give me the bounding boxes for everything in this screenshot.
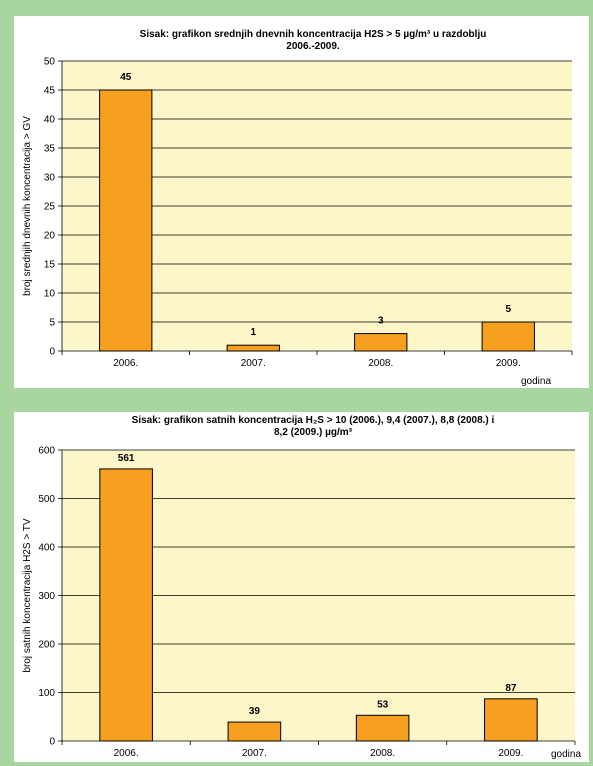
y-tick-label: 0 xyxy=(49,737,55,748)
y-tick-label: 25 xyxy=(44,202,56,213)
data-label: 561 xyxy=(118,453,135,464)
chart-panel-hourly: Sisak: grafikon satnih koncentracija H₂S… xyxy=(14,412,589,762)
x-axis-label: godina xyxy=(521,376,551,387)
y-tick-label: 45 xyxy=(44,86,56,97)
y-tick-label: 20 xyxy=(44,231,56,242)
y-tick-label: 35 xyxy=(44,144,56,155)
bar-2009 xyxy=(481,321,535,352)
data-label: 5 xyxy=(505,304,511,315)
y-tick-label: 40 xyxy=(44,115,56,126)
x-tick-label: 2008. xyxy=(370,748,395,759)
data-label: 39 xyxy=(249,706,261,717)
data-label: 3 xyxy=(378,316,384,327)
y-axis-label: broj srednjih dnevnih koncentracija > GV xyxy=(22,116,33,296)
y-tick-label: 10 xyxy=(44,289,56,300)
y-tick-label: 400 xyxy=(38,543,55,554)
chart-daily-concentrations: Sisak: grafikon srednjih dnevnih koncent… xyxy=(22,29,573,387)
y-tick-label: 5 xyxy=(49,318,55,329)
x-tick-label: 2006. xyxy=(114,748,139,759)
y-tick-label: 0 xyxy=(49,347,55,358)
x-tick-label: 2009. xyxy=(498,748,523,759)
data-label: 87 xyxy=(505,683,517,694)
y-tick-label: 500 xyxy=(38,494,55,505)
bar-2006 xyxy=(99,468,153,742)
data-label: 53 xyxy=(377,699,389,710)
x-tick-label: 2006. xyxy=(113,358,138,369)
x-tick-label: 2007. xyxy=(242,748,267,759)
bar-2009 xyxy=(484,698,538,742)
y-axis-label: broj satnih koncentracija H2S > TV xyxy=(22,518,33,672)
chart-panel-daily: Sisak: grafikon srednjih dnevnih koncent… xyxy=(14,16,589,388)
bar-2007 xyxy=(226,344,280,352)
y-tick-label: 100 xyxy=(38,688,55,699)
x-tick-label: 2008. xyxy=(368,358,393,369)
chart-title-line-2: 8,2 (2009.) µg/m³ xyxy=(274,427,353,438)
y-tick-label: 200 xyxy=(38,640,55,651)
x-axis-label: godina xyxy=(551,749,581,760)
chart-hourly-concentrations: Sisak: grafikon satnih koncentracija H₂S… xyxy=(22,415,581,760)
x-tick-label: 2007. xyxy=(241,358,266,369)
y-tick-label: 30 xyxy=(44,173,56,184)
y-tick-label: 300 xyxy=(38,591,55,602)
chart-title-line-1: Sisak: grafikon satnih koncentracija H₂S… xyxy=(132,415,495,426)
y-tick-label: 600 xyxy=(38,446,55,457)
x-tick-label: 2009. xyxy=(496,358,521,369)
bar-2007 xyxy=(227,721,282,742)
y-tick-label: 50 xyxy=(44,57,56,68)
data-label: 45 xyxy=(120,72,132,83)
bar-2006 xyxy=(99,89,153,352)
chart-title-line-2: 2006.-2009. xyxy=(286,41,340,52)
bar-2008 xyxy=(354,333,408,352)
bar-2008 xyxy=(355,714,410,742)
data-label: 1 xyxy=(250,327,256,338)
y-tick-label: 15 xyxy=(44,260,56,271)
chart-title-line-1: Sisak: grafikon srednjih dnevnih koncent… xyxy=(140,29,487,40)
